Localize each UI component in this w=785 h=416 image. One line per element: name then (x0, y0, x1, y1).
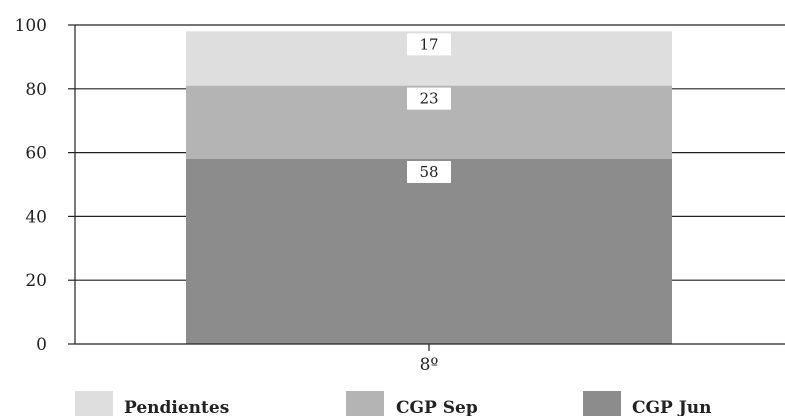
legend-label-cgp-sep: CGP Sep (396, 398, 478, 416)
x-category-label: 8º (420, 355, 439, 375)
data-label-pendientes: 17 (419, 35, 438, 53)
data-label-box (407, 87, 451, 110)
legend-swatch-cgp-jun (583, 391, 621, 416)
y-tick-label-20: 20 (25, 271, 47, 291)
category-labels: 8º (420, 355, 439, 375)
legend-swatch-cgp-sep (346, 391, 384, 416)
y-tick-label-0: 0 (36, 335, 47, 355)
data-labels: 58 23 17 (407, 33, 451, 183)
y-tick-label-80: 80 (25, 80, 47, 100)
bar-segment-cgp-jun (186, 158, 672, 344)
legend-label-pendientes: Pendientes (124, 398, 229, 416)
legend-label-cgp-jun: CGP Jun (632, 398, 712, 416)
axes (68, 24, 785, 351)
legend: Pendientes CGP Sep CGP Jun (75, 391, 712, 416)
data-label-cgp-sep: 23 (419, 90, 438, 108)
y-tick-labels: 0 20 40 60 80 100 (15, 16, 47, 355)
y-tick-label-40: 40 (25, 207, 47, 227)
y-tick-label-60: 60 (25, 144, 47, 164)
data-label-box (407, 33, 451, 56)
data-label-box (407, 160, 451, 183)
data-label-cgp-jun: 58 (419, 163, 438, 181)
legend-swatch-pendientes (75, 391, 113, 416)
bars (186, 31, 672, 344)
y-tick-label-100: 100 (15, 16, 47, 36)
